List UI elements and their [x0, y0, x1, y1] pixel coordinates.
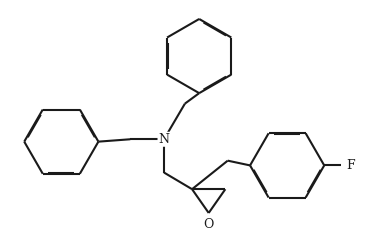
Text: F: F	[346, 159, 355, 172]
Text: N: N	[159, 133, 170, 146]
Text: O: O	[204, 218, 214, 231]
